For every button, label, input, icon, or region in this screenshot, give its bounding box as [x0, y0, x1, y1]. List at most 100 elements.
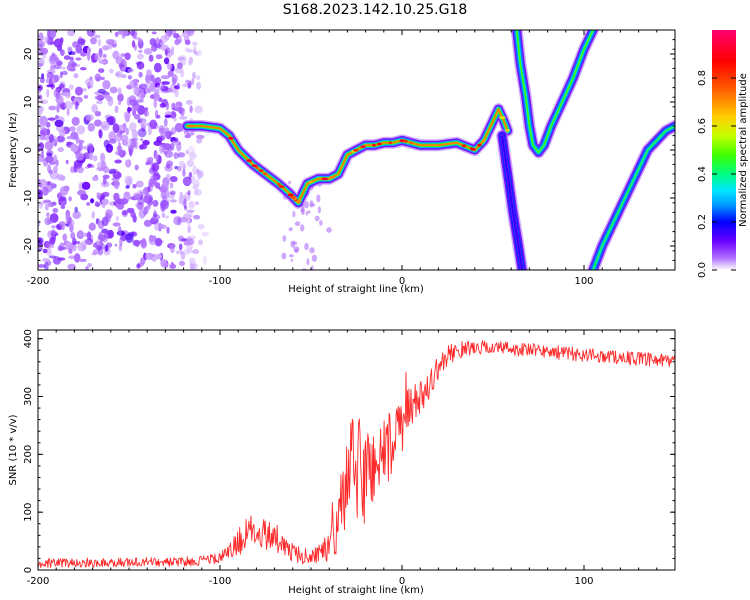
noise-speckle — [73, 73, 79, 79]
noise-speckle — [144, 110, 150, 117]
noise-speckle — [105, 95, 112, 102]
noise-speckle — [93, 119, 102, 127]
ridge-hotspot — [277, 182, 281, 186]
noise-speckle — [288, 254, 294, 258]
noise-speckle — [165, 173, 171, 180]
noise-speckle — [173, 116, 177, 122]
noise-speckle — [73, 97, 80, 104]
noise-speckle — [115, 72, 120, 77]
noise-speckle — [125, 233, 134, 244]
noise-speckle — [112, 123, 120, 134]
noise-speckle — [127, 68, 134, 73]
noise-speckle — [301, 209, 305, 215]
noise-speckle — [163, 118, 168, 127]
colorbar-tick-label: 0.8 — [697, 70, 708, 86]
snr-series-line — [38, 340, 675, 569]
noise-speckle — [127, 75, 133, 80]
noise-speckle — [59, 186, 69, 196]
noise-speckle — [114, 243, 118, 247]
noise-speckle — [98, 60, 107, 64]
noise-speckle — [59, 128, 66, 137]
noise-speckle — [169, 182, 174, 189]
noise-speckle — [65, 159, 69, 165]
ridge-hotspot — [292, 196, 296, 200]
ridge-hotspot — [461, 144, 467, 148]
noise-speckle — [151, 31, 157, 35]
noise-speckle — [44, 203, 49, 211]
noise-speckle — [317, 206, 321, 214]
noise-speckle — [94, 52, 103, 61]
noise-speckle — [125, 185, 130, 189]
ridge-hotspot — [353, 149, 359, 152]
noise-speckle — [86, 30, 96, 37]
noise-speckle — [96, 161, 105, 170]
noise-speckle — [114, 133, 122, 142]
noise-speckle — [91, 104, 98, 113]
noise-speckle — [46, 212, 50, 218]
noise-speckle — [173, 33, 180, 39]
noise-speckle — [174, 39, 182, 44]
noise-speckle — [83, 95, 88, 99]
ridge-hotspot — [278, 185, 285, 189]
noise-speckle — [203, 255, 207, 265]
noise-speckle — [117, 141, 121, 151]
noise-speckle — [110, 131, 114, 142]
noise-speckle — [47, 117, 56, 121]
noise-speckle — [129, 122, 137, 132]
noise-speckle — [198, 170, 204, 178]
noise-speckle — [201, 231, 209, 237]
noise-speckle — [125, 159, 132, 168]
noise-speckle — [165, 215, 169, 219]
noise-speckle — [193, 214, 201, 220]
noise-speckle — [86, 231, 92, 241]
noise-speckle — [156, 253, 163, 260]
noise-speckle — [170, 127, 177, 135]
noise-speckle — [178, 243, 183, 251]
noise-speckle — [53, 38, 63, 48]
noise-speckle — [42, 258, 50, 262]
noise-speckle — [94, 111, 102, 117]
noise-speckle — [96, 192, 100, 197]
noise-speckle — [132, 183, 137, 189]
noise-speckle — [51, 225, 56, 229]
noise-speckle — [38, 155, 45, 163]
noise-speckle — [60, 49, 65, 56]
noise-speckle — [86, 143, 94, 150]
noise-speckle — [166, 163, 171, 169]
ridge-hotspot — [309, 180, 313, 184]
noise-speckle — [46, 88, 50, 98]
noise-speckle — [53, 64, 62, 70]
noise-speckle — [198, 239, 203, 246]
noise-speckle — [167, 70, 174, 77]
noise-speckle — [80, 193, 89, 201]
noise-speckle — [148, 178, 157, 187]
noise-speckle — [138, 71, 143, 78]
x-tick-label: 100 — [574, 576, 593, 587]
ridge-3 — [592, 125, 675, 270]
snr-y-ticks: 0 100 200 300 400 — [23, 329, 675, 573]
noise-speckle — [164, 111, 172, 116]
noise-speckle — [85, 78, 94, 87]
noise-speckle — [74, 101, 79, 110]
noise-speckle — [46, 84, 54, 88]
noise-speckle — [53, 88, 59, 98]
spectrogram-x-ticks: -200 -100 0 100 — [27, 30, 676, 287]
y-tick-label: 0 — [23, 567, 34, 573]
noise-speckle — [70, 232, 76, 240]
y-tick-label: 0 — [23, 147, 34, 153]
noise-speckle — [193, 263, 198, 270]
noise-speckle — [90, 37, 97, 45]
noise-speckle — [170, 142, 175, 151]
colorbar: 0.0 0.2 0.4 0.6 0.8 Normalized spectral ampl… — [697, 30, 749, 278]
noise-speckle — [137, 38, 143, 43]
noise-speckle — [310, 203, 316, 207]
noise-speckle — [170, 30, 177, 35]
noise-speckle — [115, 56, 125, 65]
noise-speckle — [294, 248, 299, 253]
noise-speckle — [311, 264, 314, 270]
y-tick-label: 200 — [23, 445, 34, 464]
snr-panel: -200 -100 0 100 0 100 200 300 400 Height of str… — [8, 329, 676, 596]
noise-speckle — [80, 67, 87, 71]
noise-speckle — [124, 191, 130, 197]
noise-speckle — [43, 199, 52, 204]
